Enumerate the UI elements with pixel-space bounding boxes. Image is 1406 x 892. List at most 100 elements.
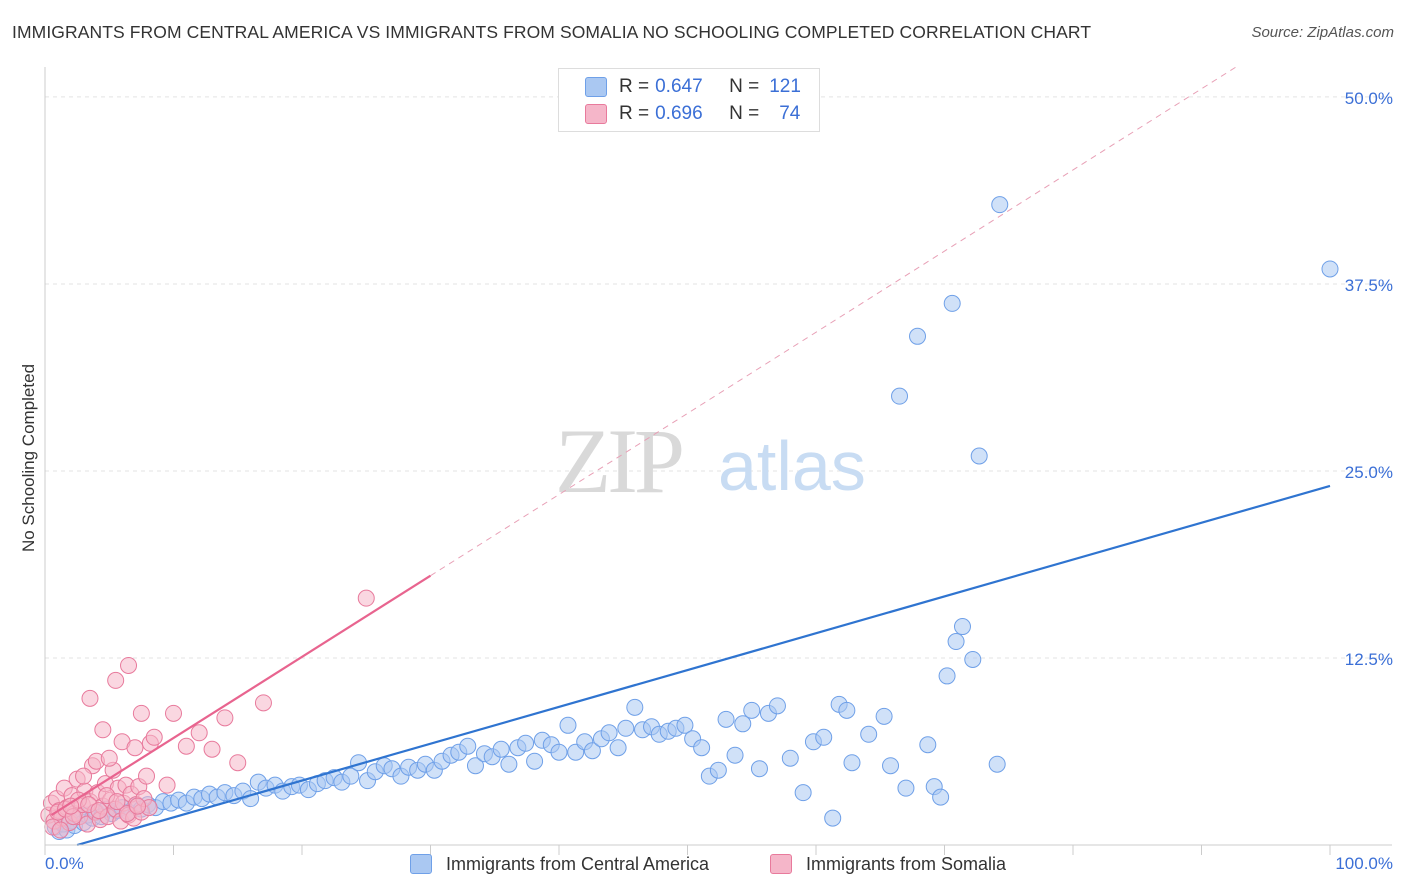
legend-swatch-somalia	[585, 104, 607, 124]
data-point	[717, 710, 735, 728]
data-point	[909, 327, 927, 345]
trendline-central-america	[76, 484, 1331, 847]
data-point	[781, 749, 799, 767]
legend-r-value: 0.696	[655, 103, 703, 124]
data-point	[970, 447, 988, 465]
data-point	[177, 737, 195, 755]
data-point	[51, 821, 69, 839]
watermark-zip: ZIP	[555, 410, 682, 512]
data-point	[891, 387, 909, 405]
data-point	[824, 809, 842, 827]
bottom-legend-label-central-america: Immigrants from Central America	[446, 853, 710, 874]
legend-n-label: N =	[729, 103, 760, 124]
data-point	[734, 715, 752, 733]
data-point	[938, 667, 956, 685]
y-tick-label: 37.5%	[1345, 276, 1393, 295]
data-point	[768, 697, 786, 715]
data-point	[617, 719, 635, 737]
data-point	[129, 797, 147, 815]
data-point	[709, 761, 727, 779]
data-point	[964, 650, 982, 668]
chart-title: IMMIGRANTS FROM CENTRAL AMERICA VS IMMIG…	[12, 22, 1092, 42]
data-point	[342, 767, 360, 785]
data-point	[600, 724, 618, 742]
data-point	[158, 776, 176, 794]
data-point	[609, 739, 627, 757]
data-point	[991, 196, 1009, 214]
data-point	[165, 704, 182, 722]
data-point	[676, 716, 694, 734]
data-point	[726, 746, 744, 764]
legend-r-value: 0.647	[655, 76, 703, 97]
data-point	[90, 802, 108, 820]
x-tick-label: 0.0%	[45, 854, 84, 873]
data-point	[229, 754, 247, 772]
data-point	[815, 728, 833, 746]
y-tick-label: 50.0%	[1345, 89, 1393, 108]
data-point	[216, 709, 234, 727]
data-point	[943, 294, 961, 312]
data-point	[517, 734, 535, 752]
bottom-legend-somalia: Immigrants from Somalia	[770, 852, 1006, 876]
data-point	[107, 671, 125, 689]
data-point	[583, 742, 601, 760]
legend-row-central-america: R = 0.647 N = 121	[585, 74, 801, 100]
data-point	[132, 704, 150, 722]
bottom-legend-swatch-central-america	[410, 854, 432, 874]
data-point	[190, 724, 208, 742]
data-point	[559, 716, 577, 734]
data-point	[919, 736, 937, 754]
data-point	[875, 707, 893, 725]
trendline-somalia	[50, 574, 432, 817]
data-point	[693, 739, 711, 757]
bottom-legend-central-america: Immigrants from Central America	[410, 852, 709, 876]
points-central-america	[46, 196, 1339, 841]
trendlines	[50, 66, 1331, 847]
data-point	[743, 701, 761, 719]
data-point	[932, 788, 950, 806]
data-point	[466, 757, 484, 775]
data-point	[145, 728, 163, 746]
data-point	[550, 743, 568, 761]
legend: R = 0.647 N = 121 R = 0.696 N = 74	[558, 68, 820, 132]
bottom-legend-label-somalia: Immigrants from Somalia	[806, 853, 1007, 874]
legend-row-somalia: R = 0.696 N = 74	[585, 101, 800, 127]
watermark-atlas: atlas	[718, 427, 866, 505]
legend-n-value: 121	[769, 76, 801, 97]
legend-n-value: 74	[779, 103, 801, 124]
data-point	[882, 757, 900, 775]
data-point	[838, 701, 856, 719]
data-point	[120, 656, 138, 674]
data-point	[81, 689, 99, 707]
data-point	[947, 633, 965, 651]
data-point	[459, 737, 477, 755]
gridlines	[45, 96, 1392, 659]
y-tick-label: 25.0%	[1345, 463, 1393, 482]
x-tick-label: 100.0%	[1335, 854, 1393, 873]
data-point	[897, 779, 915, 797]
data-point	[108, 793, 126, 811]
data-point	[75, 767, 93, 785]
data-point	[794, 784, 812, 802]
data-point	[94, 721, 112, 739]
data-point	[100, 749, 118, 767]
data-point	[254, 694, 272, 712]
y-tick-label: 12.5%	[1345, 650, 1393, 669]
data-point	[138, 767, 156, 785]
legend-n-label: N =	[729, 76, 760, 97]
data-point	[526, 752, 544, 770]
data-point	[953, 618, 971, 636]
legend-swatch-central-america	[585, 77, 607, 97]
data-point	[62, 797, 80, 815]
data-point	[626, 698, 644, 716]
data-point	[843, 754, 861, 772]
bottom-legend-swatch-somalia	[770, 854, 792, 874]
data-point	[492, 740, 510, 758]
data-point	[500, 755, 518, 773]
y-axis-label: No Schooling Completed	[19, 364, 38, 552]
data-point	[357, 589, 375, 607]
data-point	[750, 760, 768, 778]
legend-r-label: R =	[619, 103, 650, 124]
data-point	[988, 755, 1006, 773]
